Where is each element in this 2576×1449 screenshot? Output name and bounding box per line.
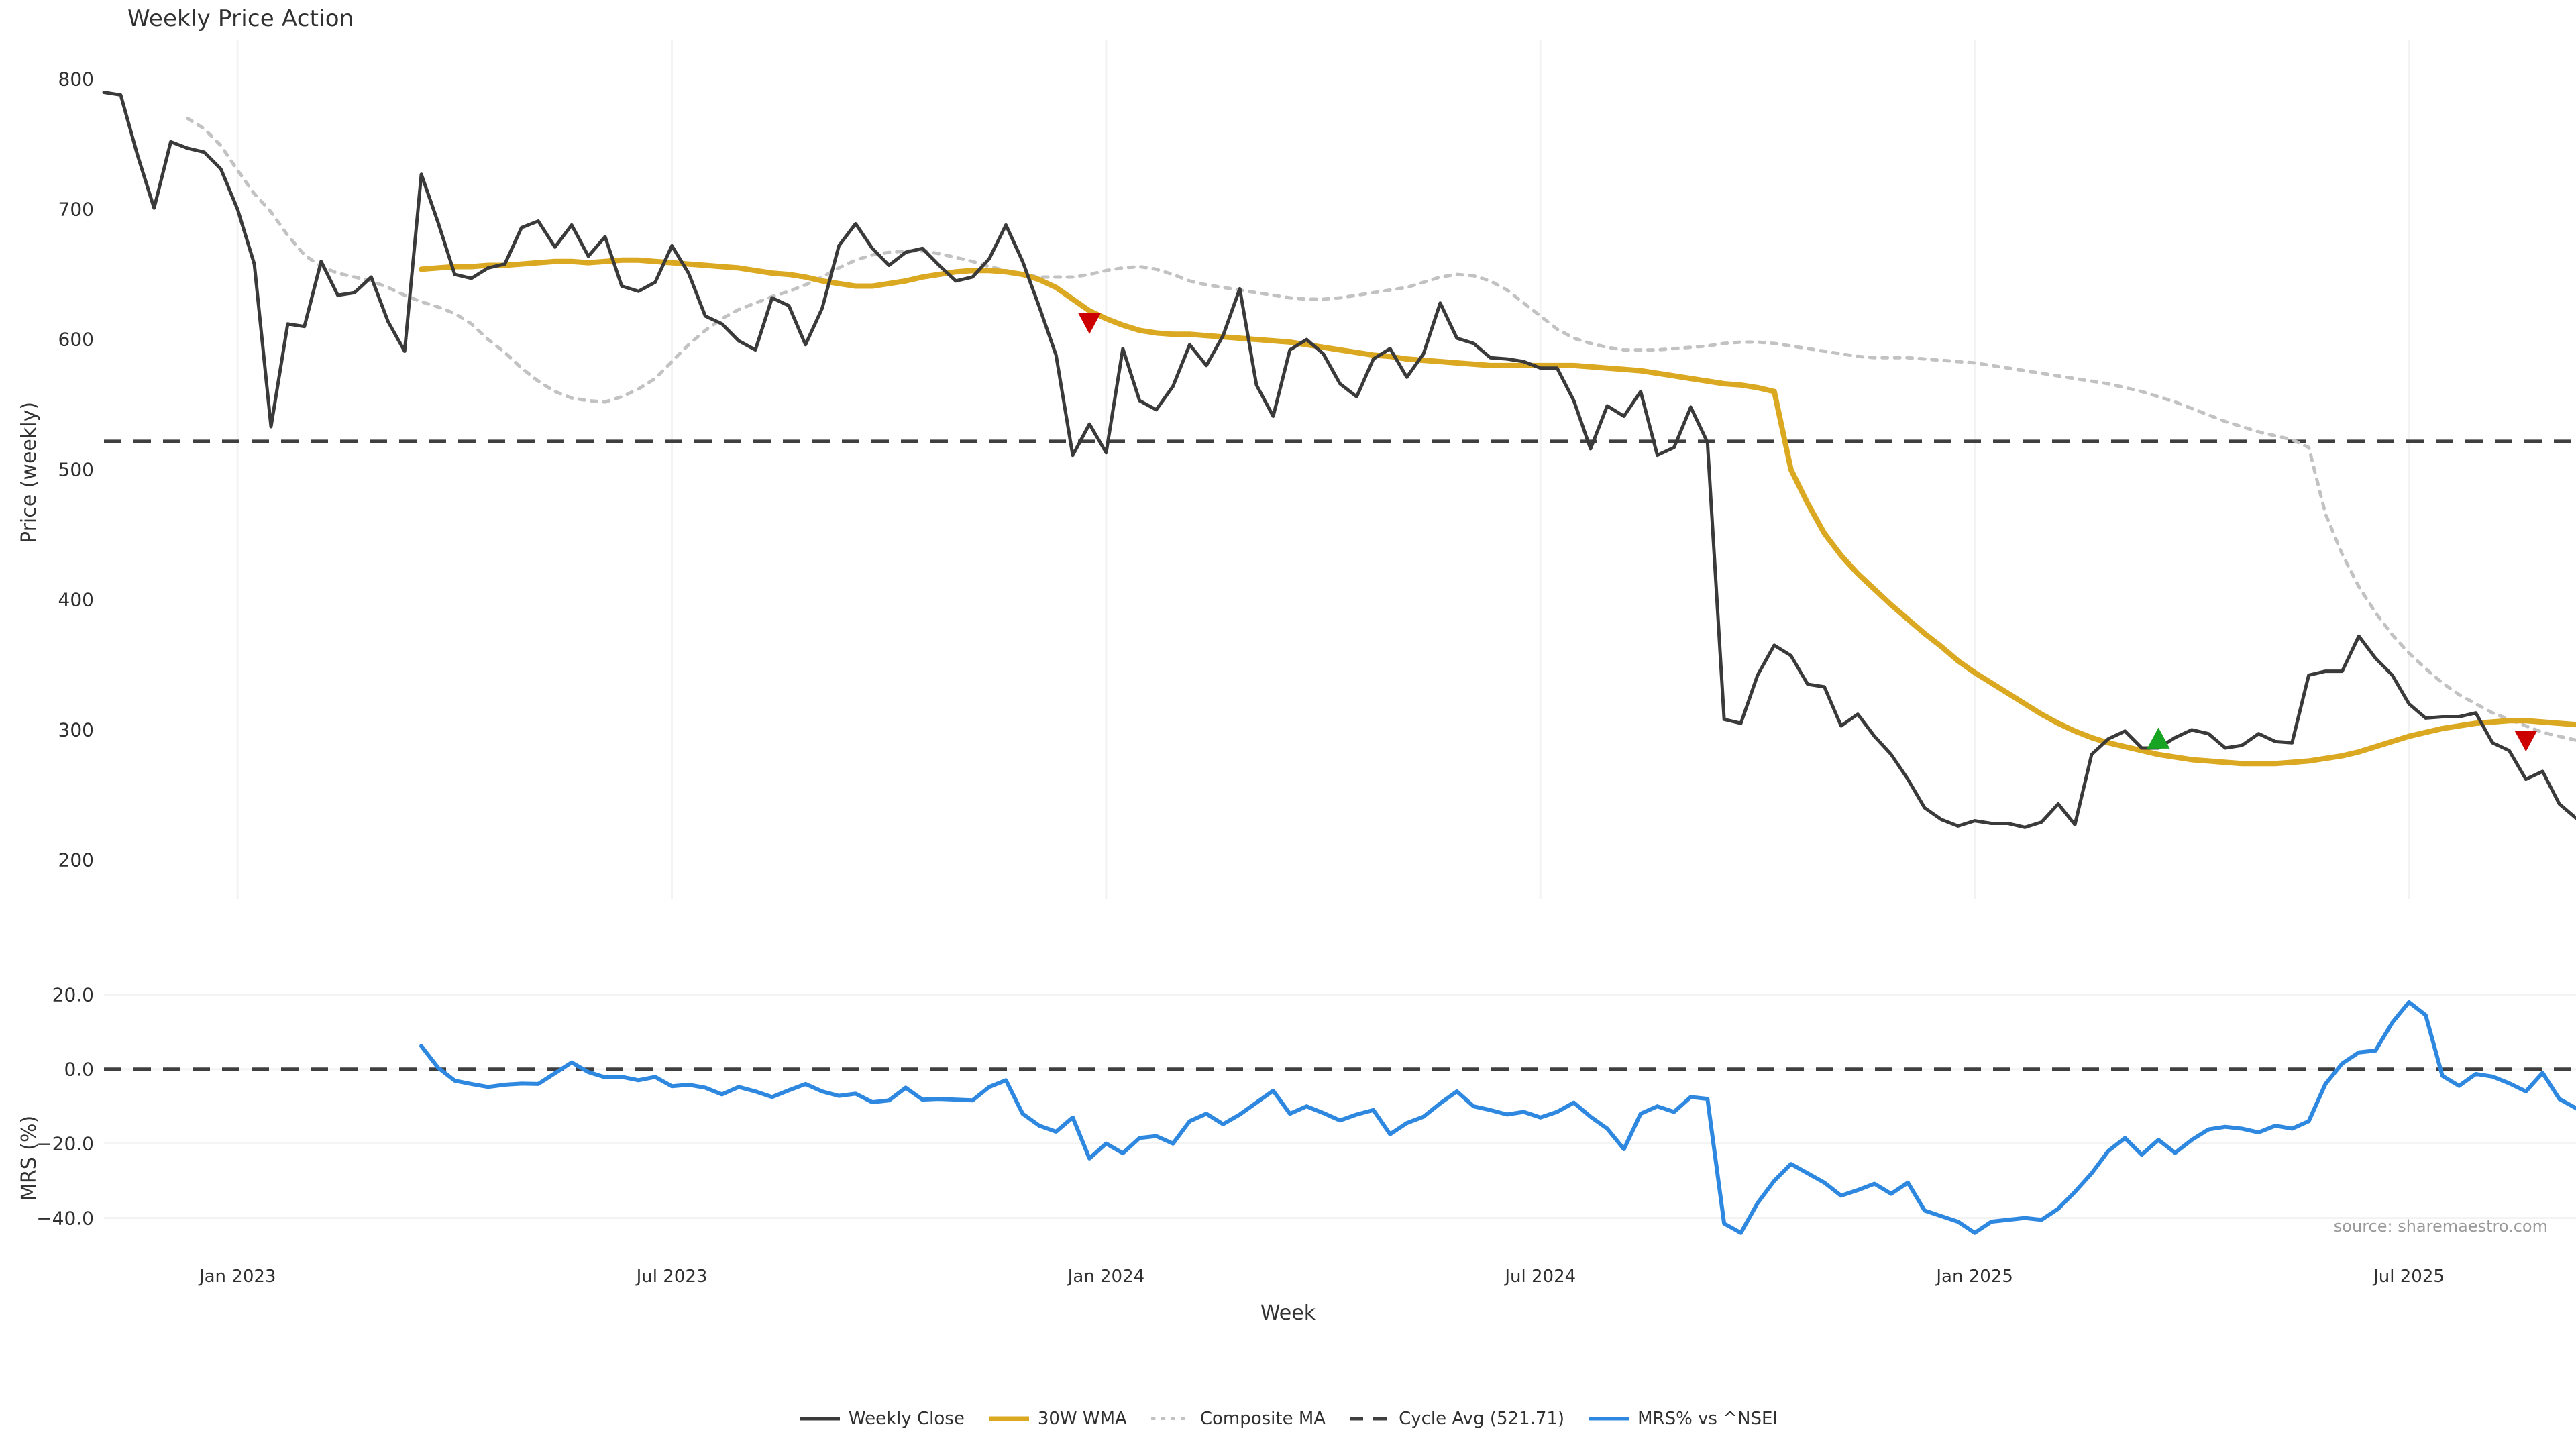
sell-signal-marker: [2514, 730, 2538, 752]
mrs-y-tick-label: −20.0: [36, 1132, 94, 1155]
legend-label: Weekly Close: [848, 1409, 965, 1429]
legend-swatch-icon: [1350, 1417, 1391, 1421]
source-watermark: source: sharemaestro.com: [2333, 1217, 2548, 1236]
sell-signal-marker: [1078, 313, 1102, 334]
page-title: Weekly Price Action: [127, 5, 354, 32]
legend-item[interactable]: Composite MA: [1150, 1409, 1326, 1429]
legend-swatch-icon: [1589, 1417, 1629, 1421]
legend-label: Composite MA: [1199, 1409, 1326, 1429]
legend-item[interactable]: 30W WMA: [987, 1409, 1127, 1429]
legend-item[interactable]: Cycle Avg (521.71): [1348, 1409, 1564, 1429]
legend-swatch-icon: [799, 1417, 840, 1421]
price-y-tick-label: 500: [58, 458, 94, 481]
x-axis-label: Week: [1260, 1301, 1316, 1325]
mrs-y-tick-label: −40.0: [36, 1207, 94, 1230]
mrs-chart-svg: [104, 994, 2576, 1235]
price-chart-svg: [102, 40, 2576, 899]
legend-swatch-icon: [988, 1416, 1029, 1421]
x-tick-label: Jan 2024: [1067, 1267, 1145, 1287]
x-tick-label: Jul 2024: [1505, 1267, 1576, 1287]
price-y-tick-label: 700: [58, 198, 94, 221]
price-y-tick-label: 300: [58, 718, 94, 741]
mrs-y-tick-label: 0.0: [64, 1058, 94, 1081]
legend-item[interactable]: Weekly Close: [798, 1409, 965, 1429]
series-30w-wma: [419, 257, 2576, 767]
legend-label: 30W WMA: [1037, 1409, 1127, 1429]
series-mrs-vs-nsei: [419, 1000, 2576, 1235]
price-plot-area: [102, 40, 2576, 899]
mrs-plot-area: [104, 976, 2576, 1248]
buy-signal-marker: [2147, 727, 2170, 749]
price-y-tick-label: 400: [58, 588, 94, 611]
price-y-tick-label: 800: [58, 68, 94, 91]
price-y-tick-label: 200: [58, 849, 94, 871]
legend-label: MRS% vs ^NSEI: [1638, 1409, 1778, 1429]
x-tick-label: Jul 2023: [636, 1267, 708, 1287]
x-tick-label: Jan 2025: [1936, 1267, 2013, 1287]
x-tick-label: Jan 2023: [199, 1267, 276, 1287]
price-y-tick-label: 600: [58, 328, 94, 351]
chart-legend: Weekly Close 30W WMA Composite MA Cycle Avg…: [0, 1409, 2576, 1429]
legend-label: Cycle Avg (521.71): [1399, 1409, 1565, 1429]
series-weekly-close: [102, 91, 2576, 829]
mrs-axis-label: MRS (%): [17, 1115, 41, 1201]
series-composite-ma: [185, 116, 2576, 742]
legend-item[interactable]: MRS% vs ^NSEI: [1587, 1409, 1778, 1429]
x-tick-label: Jul 2025: [2373, 1267, 2445, 1287]
legend-swatch-icon: [1150, 1417, 1191, 1420]
mrs-y-tick-label: 20.0: [52, 983, 94, 1006]
